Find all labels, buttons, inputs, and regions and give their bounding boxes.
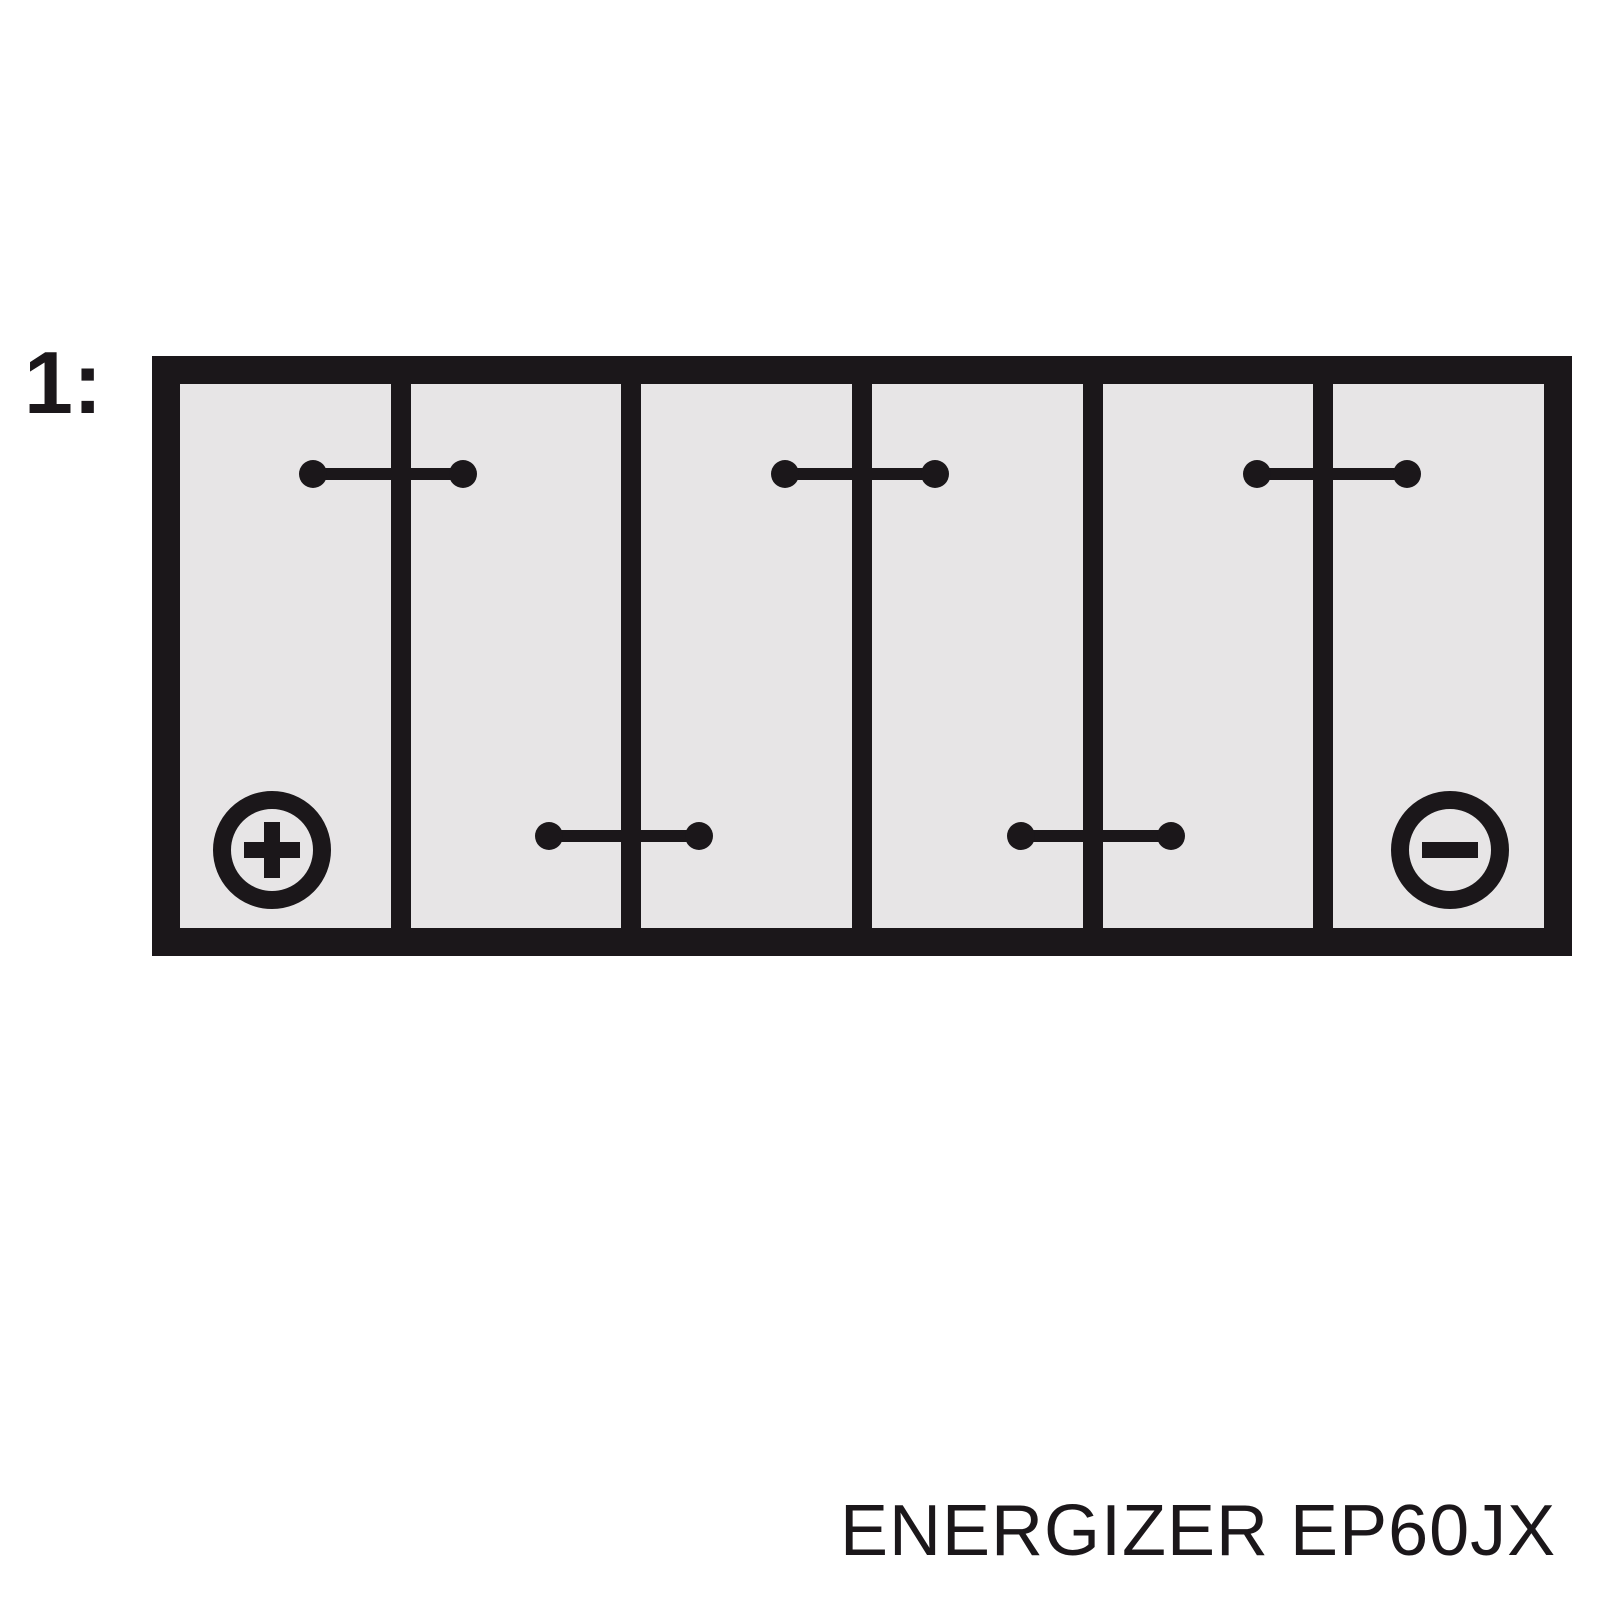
negative-terminal-icon <box>1391 791 1509 909</box>
plus-vertical <box>264 822 280 878</box>
positive-terminal-icon <box>213 791 331 909</box>
battery-cell <box>862 374 1093 938</box>
minus-horizontal <box>1422 842 1478 858</box>
diagram-canvas: 1: ENERGIZER EP60JX <box>0 0 1600 1600</box>
battery-cell-grid <box>170 374 1554 938</box>
battery-cell <box>631 374 862 938</box>
diagram-index-label: 1: <box>24 332 102 434</box>
battery-cell <box>401 374 632 938</box>
product-caption: ENERGIZER EP60JX <box>840 1490 1556 1572</box>
battery-cell <box>1093 374 1324 938</box>
